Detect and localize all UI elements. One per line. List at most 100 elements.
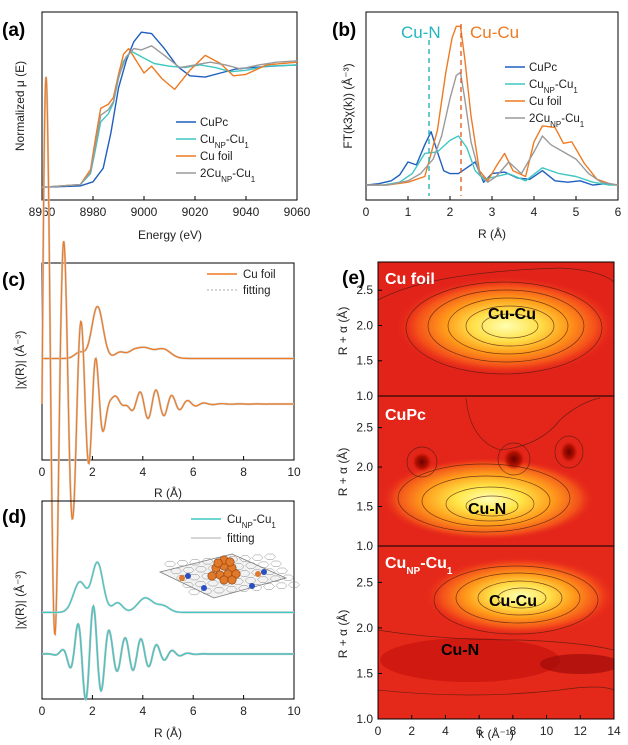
panel-d-label: (d) (2, 507, 26, 528)
panel-a-x-tick-label: 9020 (182, 205, 209, 219)
copper-atom (227, 575, 237, 585)
lattice-hexagon (201, 558, 214, 565)
panel-d-legend: CuNP-Cu1 fitting (191, 514, 276, 545)
panel-c-cu-foil-real-part (41, 76, 294, 636)
panel-c-series-lines (40, 76, 294, 637)
lattice-hexagon (288, 581, 300, 588)
panel-e-xlabel: k (Å⁻¹) (478, 726, 514, 741)
panel-d-x-ticks: 0 2 4 6 8 10 (39, 695, 301, 718)
panel-c-ylabel: |χ(R)| (Å⁻³) (12, 331, 27, 390)
wt-cu-cu-lobe (422, 556, 614, 636)
panel-a-label: (a) (2, 20, 25, 41)
panel-b-x-tick-label: 3 (489, 205, 496, 219)
panel-e-x-tick-label: 6 (476, 724, 483, 738)
cu-cu-annotation: Cu-Cu (470, 23, 519, 42)
lattice-hexagon (264, 553, 276, 560)
panel-e-y-tick-label: 2.5 (356, 575, 373, 589)
single-copper-atom (179, 575, 185, 581)
panel-e-y-tick-label: 2.0 (356, 318, 373, 332)
panel-d-ylabel: |χ(R)| (Å⁻³) (12, 571, 27, 630)
panel-e-ylabel-2: R + α (Å) (335, 448, 350, 497)
panel-e-label: (e) (342, 268, 365, 289)
wt-cunp-cu1-frame (377, 545, 615, 720)
panel-e-x-tick-label: 8 (510, 724, 517, 738)
panel-c-x-tick-label: 0 (39, 465, 46, 479)
panel-e-y-tick-label: 2.0 (356, 460, 373, 474)
copper-cluster (179, 555, 267, 591)
panel-d-x-tick-label: 2 (89, 704, 96, 718)
graphene-cluster-inset (158, 553, 300, 599)
wt-feature (503, 448, 525, 470)
panel-e-y-tick-label: 1.0 (356, 389, 373, 403)
wt-contours (397, 397, 601, 533)
panel-d-x-tick-label: 8 (240, 704, 247, 718)
lattice-hexagon (176, 574, 188, 582)
panel-a-xanes-chart: (a) 8960 8980 9000 9020 9040 9060 Energy (eV)… (2, 11, 311, 242)
panel-b-label: (b) (332, 20, 356, 41)
copper-atom (225, 557, 235, 567)
panel-c-x-tick-label: 10 (287, 465, 301, 479)
panel-a-line-2cunp-cu1 (41, 45, 298, 188)
panel-b-line-cunp-cu1 (366, 135, 618, 186)
panel-b-xlabel: R (Å) (478, 226, 506, 241)
legend-cu-foil: Cu foil (200, 151, 233, 163)
panel-c-x-tick-label: 8 (240, 465, 247, 479)
panel-d-xlabel: R (Å) (154, 725, 182, 740)
wt-label-cu-cu: Cu-Cu (489, 593, 537, 610)
panel-b-line-cu-foil (366, 25, 619, 186)
lattice-hexagon (200, 588, 213, 595)
panel-b-x-tick-label: 2 (447, 205, 454, 219)
lattice-hexagon (245, 562, 257, 569)
panel-e-y-tick-label: 2.5 (356, 283, 373, 297)
wt-cu-n-lobe (380, 638, 560, 682)
legend-cupc: CuPc (529, 62, 557, 74)
panel-b-line-2cunp-cu1 (366, 71, 619, 186)
lattice-hexagon (275, 582, 288, 589)
panel-e-x-tick-label: 12 (574, 724, 588, 738)
lattice-hexagon (270, 560, 282, 567)
panel-e-y-tick-label: 1.0 (356, 712, 373, 726)
panel-c-fitting-real-part (40, 76, 294, 637)
wt-contours (378, 565, 614, 696)
panel-a-x-tick-label: 9040 (233, 205, 260, 219)
lattice-hexagon (251, 554, 264, 561)
panel-e-x-tick-label: 10 (540, 724, 554, 738)
panel-d-frame (41, 500, 295, 700)
panel-b-legend: CuPc CuNP-Cu1 Cu foil 2CuNP-Cu1 (505, 62, 585, 129)
wt-cu-foil-map (378, 262, 614, 396)
lattice-hexagon (276, 567, 288, 574)
lattice-hexagon (238, 585, 250, 592)
panel-a-line-cupc (41, 31, 298, 188)
lattice-hexagon (269, 575, 282, 582)
panel-b-x-tick-label: 5 (573, 205, 580, 219)
panel-c-legend: Cu foil fitting (207, 269, 276, 297)
panel-b-ylabel: FT(k3χ(k)) (Å⁻³) (340, 63, 355, 148)
legend-cupc: CuPc (200, 117, 228, 129)
panel-e-x-ticks: 0 2 4 6 8 10 12 14 (375, 715, 621, 738)
panel-c-x-ticks: 0 2 4 6 8 10 (39, 456, 301, 479)
panel-e-y-tick-label: 2.5 (356, 421, 373, 435)
lattice-hexagon (263, 583, 275, 590)
legend-cu-foil: Cu foil (529, 96, 562, 108)
lattice-hexagon (176, 560, 189, 567)
panel-e-y-tick-label: 1.5 (356, 666, 373, 680)
panel-b-x-ticks: 0 1 2 3 4 5 6 (363, 196, 622, 219)
panel-b-x-tick-label: 1 (405, 205, 412, 219)
panel-e-y-tick-label: 1.0 (356, 539, 373, 553)
nitrogen-atom (249, 583, 255, 589)
panel-d-x-tick-label: 6 (190, 704, 197, 718)
nitrogen-atom (185, 573, 191, 579)
panel-e-ylabel-3: R + α (Å) (335, 610, 350, 659)
copper-atom (219, 575, 229, 585)
panel-d-cunp-cu1-real-part (42, 604, 294, 701)
panel-c-x-tick-label: 2 (89, 465, 96, 479)
panel-d-fitting-real-part (42, 603, 294, 702)
wt-cu-n-lobe (380, 457, 596, 541)
panel-e-x-tick-label: 4 (442, 724, 449, 738)
panel-a-x-tick-label: 9060 (284, 205, 311, 219)
wt-title-cunp-cu1: CuNP-Cu1 (385, 555, 453, 577)
panel-a-series-lines (41, 31, 298, 188)
legend-2cunp-cu1: 2CuNP-Cu1 (200, 168, 256, 184)
panel-c-xlabel: R (Å) (154, 485, 182, 500)
